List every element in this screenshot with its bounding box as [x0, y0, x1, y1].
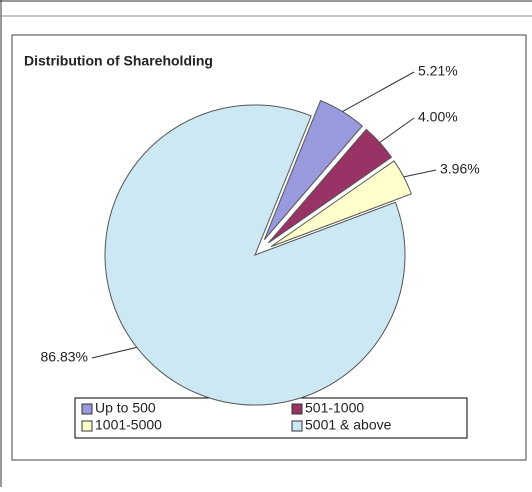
- legend-swatch: [81, 420, 93, 432]
- data-label: 86.83%: [41, 349, 88, 365]
- legend-swatch: [291, 403, 303, 415]
- leader-line: [342, 71, 415, 113]
- pie-slice: [104, 104, 406, 406]
- leader-line: [91, 346, 137, 359]
- legend-swatch: [291, 420, 303, 432]
- leader-line: [403, 169, 437, 178]
- leader-line: [379, 117, 415, 143]
- legend-label: Up to 500: [95, 400, 156, 416]
- pie-slice: [263, 99, 364, 240]
- pie-slice: [270, 160, 412, 248]
- data-label: 5.21%: [418, 63, 458, 79]
- legend-label: 501-1000: [305, 400, 364, 416]
- legend-swatch: [81, 403, 93, 415]
- pie-slice: [267, 128, 393, 244]
- legend-label: 5001 & above: [305, 417, 392, 433]
- data-label: 4.00%: [418, 109, 458, 125]
- chart-title: Distribution of Shareholding: [24, 53, 213, 69]
- legend-label: 1001-5000: [95, 417, 162, 433]
- data-label: 3.96%: [440, 161, 480, 177]
